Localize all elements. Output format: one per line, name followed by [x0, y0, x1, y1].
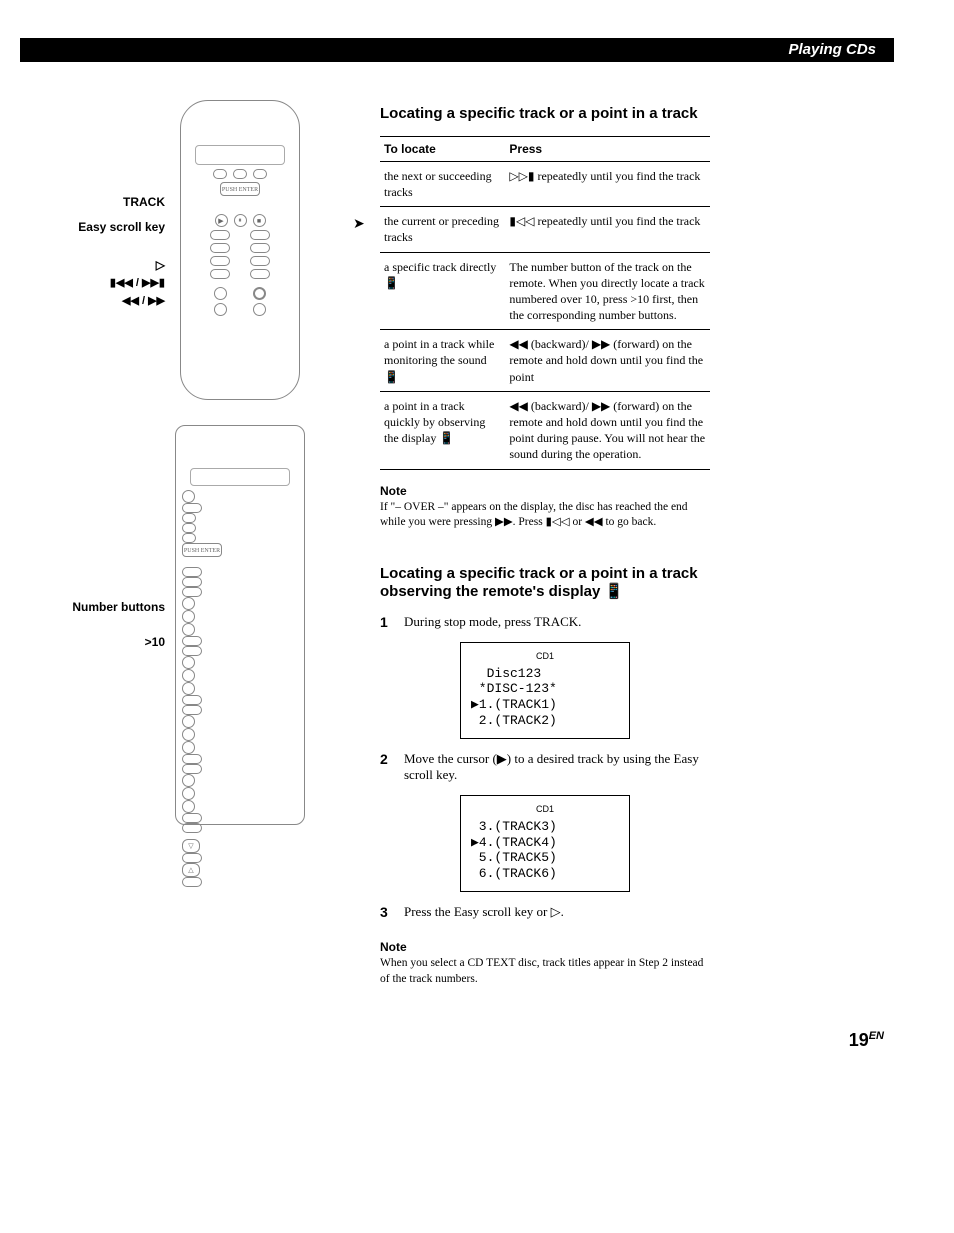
label-rew-ff: ◀◀ / ▶▶: [55, 294, 165, 307]
label-play: ▷: [55, 258, 165, 272]
content-column: Locating a specific track or a point in …: [380, 105, 710, 987]
display-line: 5.(TRACK5): [471, 850, 619, 866]
locate-table: To locate Press the next or succeeding t…: [380, 136, 710, 470]
remote-display-2: CD1 3.(TRACK3) ▶4.(TRACK4) 5.(TRACK5) 6.…: [460, 795, 630, 892]
display-line: 3.(TRACK3): [471, 819, 619, 835]
display-line: ▶4.(TRACK4): [471, 835, 619, 851]
section1-title: Locating a specific track or a point in …: [380, 105, 710, 124]
section2-title: Locating a specific track or a point in …: [380, 565, 710, 603]
display-label: CD1: [471, 804, 619, 815]
col-press: Press: [505, 136, 710, 161]
table-row: a point in a track while monitoring the …: [380, 330, 710, 392]
label-easy-scroll: Easy scroll key: [55, 220, 165, 234]
table-row: a point in a track quickly by observing …: [380, 391, 710, 469]
step-1: 1 During stop mode, press TRACK.: [380, 614, 710, 630]
label-prev-next: ▮◀◀ / ▶▶▮: [55, 276, 165, 289]
step-number: 3: [380, 904, 394, 920]
display-label: CD1: [471, 651, 619, 662]
remote-bottom: PUSH ENTER ▽ △: [175, 425, 305, 825]
remote-display-1: CD1 Disc123 *DISC-123* ▶1.(TRACK1) 2.(TR…: [460, 642, 630, 739]
page-num-value: 19: [849, 1030, 869, 1050]
note1-body: If "– OVER –" appears on the display, th…: [380, 500, 710, 531]
page-num-suffix: EN: [869, 1030, 884, 1042]
note2-heading: Note: [380, 940, 710, 954]
label-track: TRACK: [55, 195, 165, 209]
section-header: Playing CDs: [20, 38, 894, 62]
display-line: ▶1.(TRACK1): [471, 697, 619, 713]
step-number: 2: [380, 751, 394, 783]
step-3: 3 Press the Easy scroll key or ▷.: [380, 904, 710, 920]
display-line: Disc123: [471, 666, 619, 682]
remote-top: PUSH ENTER ▶⏸■: [180, 100, 300, 400]
label-number: Number buttons: [55, 600, 165, 614]
page-number: 19EN: [849, 1030, 884, 1051]
table-row: the current or preceding tracks▮◁◁ repea…: [380, 207, 710, 252]
label-over10: >10: [55, 635, 165, 649]
table-row: a specific track directly 📱The number bu…: [380, 252, 710, 330]
row-pointer: ➤: [353, 216, 365, 233]
step-text: Press the Easy scroll key or ▷.: [404, 904, 564, 920]
remote-illustrations: TRACK Easy scroll key ▷ ▮◀◀ / ▶▶▮ ◀◀ / ▶…: [60, 100, 310, 825]
step-number: 1: [380, 614, 394, 630]
header-title: Playing CDs: [788, 41, 876, 58]
display-line: *DISC-123*: [471, 681, 619, 697]
note2-body: When you select a CD TEXT disc, track ti…: [380, 956, 710, 987]
display-line: 2.(TRACK2): [471, 713, 619, 729]
step-2: 2 Move the cursor (▶) to a desired track…: [380, 751, 710, 783]
display-line: 6.(TRACK6): [471, 866, 619, 882]
col-to-locate: To locate: [380, 136, 505, 161]
step-text: Move the cursor (▶) to a desired track b…: [404, 751, 710, 783]
note1-heading: Note: [380, 484, 710, 498]
table-row: the next or succeeding tracks▷▷▮ repeate…: [380, 161, 710, 206]
step-text: During stop mode, press TRACK.: [404, 614, 581, 630]
